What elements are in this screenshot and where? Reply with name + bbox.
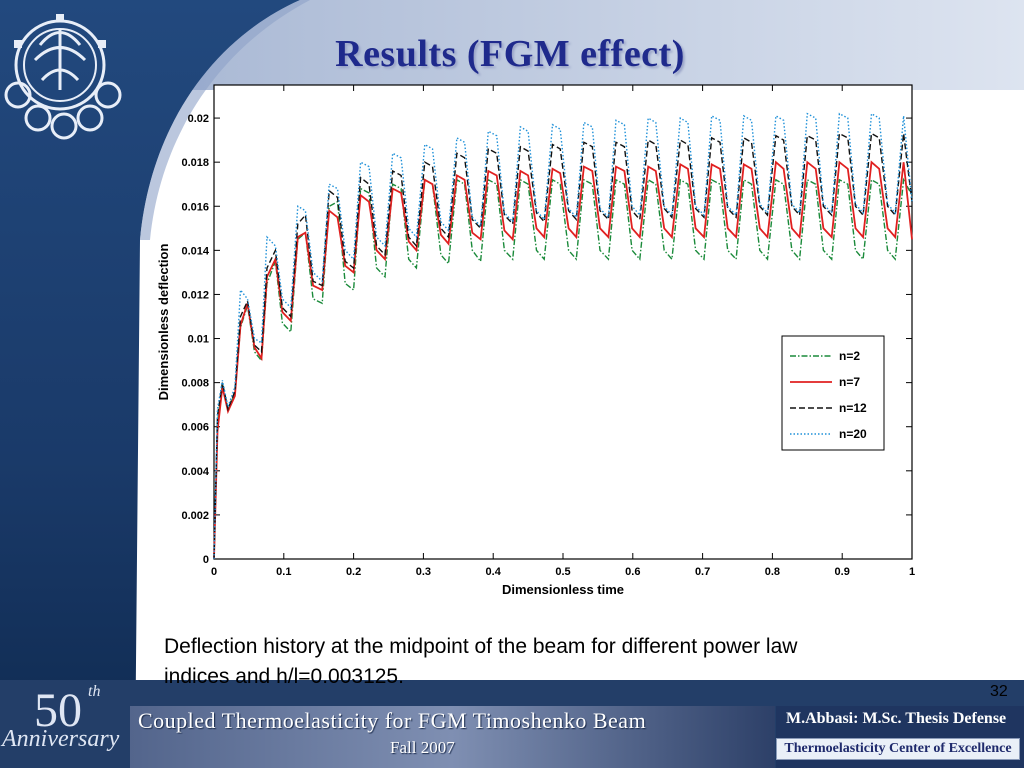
x-tick-label: 0.1 <box>276 566 291 578</box>
anniversary-number: 50 <box>34 684 82 737</box>
y-tick-label: 0.012 <box>181 289 209 301</box>
y-tick-label: 0 <box>203 554 209 566</box>
legend-label: n=7 <box>839 375 860 389</box>
anniversary-word: Anniversary <box>2 726 120 752</box>
legend-box <box>781 335 885 451</box>
y-tick-label: 0.002 <box>181 510 209 522</box>
x-tick-label: 0 <box>211 566 217 578</box>
anniversary-superscript: th <box>88 683 101 700</box>
series-line-n=20 <box>213 112 913 560</box>
y-tick-label: 0.016 <box>181 201 209 213</box>
footer-author: M.Abbasi: M.Sc. Thesis Defense <box>786 710 1007 727</box>
x-axis-label: Dimensionless time <box>502 582 624 597</box>
y-tick-label: 0.006 <box>181 422 209 434</box>
x-tick-label: 0.3 <box>416 566 431 578</box>
y-tick-label: 0.014 <box>181 245 209 257</box>
x-tick-label: 0.5 <box>555 566 570 578</box>
footer-term: Fall 2007 <box>390 738 455 757</box>
y-axis-label: Dimensionless deflection <box>156 244 171 401</box>
y-tick-label: 0.018 <box>181 157 209 169</box>
y-tick-label: 0.004 <box>181 466 209 478</box>
x-tick-label: 0.8 <box>765 566 780 578</box>
legend-label: n=20 <box>839 427 867 441</box>
series-line-n=2 <box>213 177 913 560</box>
page-number: 32 <box>990 683 1008 700</box>
caption-line-1: Deflection history at the midpoint of th… <box>164 635 798 658</box>
y-tick-label: 0.008 <box>181 378 209 390</box>
footer-center-badge: Thermoelasticity Center of Excellence <box>776 738 1020 760</box>
x-tick-label: 0.9 <box>835 566 850 578</box>
x-tick-label: 0.2 <box>346 566 361 578</box>
x-tick-label: 0.4 <box>486 566 502 578</box>
series-line-n=7 <box>213 160 913 560</box>
deflection-chart: 0 0.1 0.2 0.3 0.4 0.5 0.6 0.7 0.8 0.9 1 0 0.002 0.004… <box>156 84 915 597</box>
series-line-n=12 <box>213 132 913 560</box>
x-tick-label: 1 <box>909 566 915 578</box>
x-tick-label: 0.7 <box>695 566 710 578</box>
y-tick-label: 0.01 <box>188 334 209 346</box>
legend-label: n=2 <box>839 349 860 363</box>
x-tick-label: 0.6 <box>625 566 640 578</box>
figure-caption: Deflection history at the midpoint of th… <box>164 632 964 692</box>
university-logo <box>4 14 122 140</box>
plot-area <box>213 84 913 560</box>
y-tick-label: 0.02 <box>188 113 209 125</box>
footer-title: Coupled Thermoelasticity for FGM Timoshe… <box>138 708 647 733</box>
slide-title: Results (FGM effect) <box>335 33 685 75</box>
caption-line-2: indices and h/l=0.003125. <box>164 665 404 688</box>
legend-label: n=12 <box>839 401 867 415</box>
